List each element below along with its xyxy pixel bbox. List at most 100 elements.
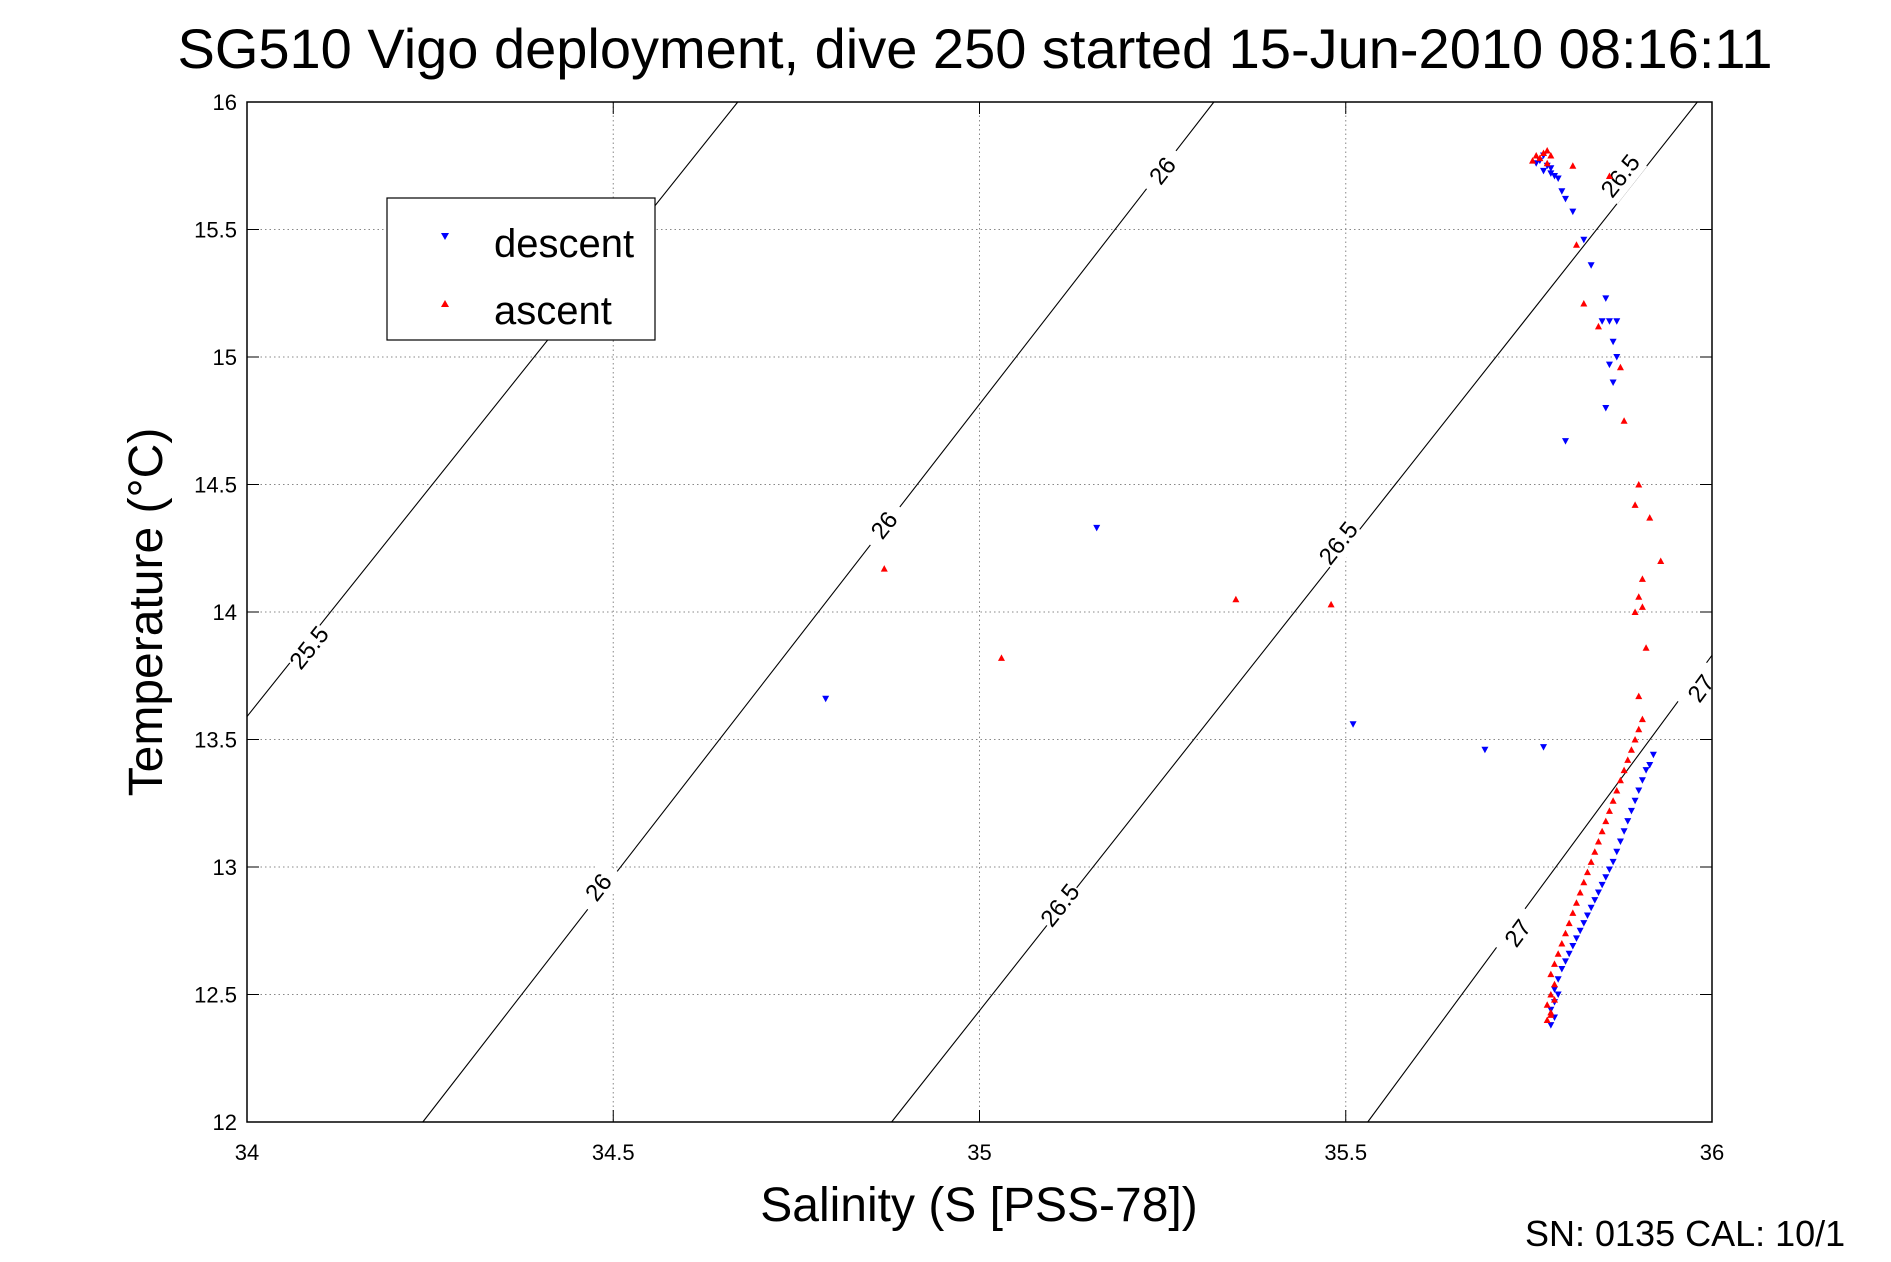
descent-point (1547, 1022, 1555, 1029)
descent-point (1587, 262, 1595, 269)
ascent-point (1580, 299, 1588, 307)
ascent-point (1554, 950, 1562, 957)
descent-point (1627, 807, 1635, 815)
descent-point (1624, 818, 1632, 825)
legend-ascent-marker (441, 300, 449, 307)
data-series (822, 146, 1665, 1029)
ascent-point (1657, 557, 1665, 564)
ascent-point (1631, 608, 1639, 615)
descent-point (1642, 767, 1650, 774)
y-tick-label: 14 (213, 600, 237, 625)
ascent-point (1583, 868, 1591, 876)
ascent-point (1638, 715, 1646, 723)
descent-point (822, 695, 830, 703)
ascent-point (1547, 991, 1555, 998)
ascent-point (1635, 481, 1643, 488)
ascent-point (1613, 787, 1621, 794)
descent-point (1562, 438, 1569, 445)
ascent-point (1642, 644, 1650, 651)
descent-point (1620, 828, 1628, 835)
x-tick-label: 36 (1700, 1140, 1724, 1165)
y-tick-label: 13 (213, 855, 237, 880)
ascent-point (1543, 1001, 1551, 1008)
y-tick-label: 13.5 (194, 728, 237, 753)
x-tick-label: 35.5 (1324, 1140, 1367, 1165)
contour-label-background (1311, 515, 1366, 572)
descent-point (1547, 170, 1555, 177)
y-tick-label: 15.5 (194, 218, 237, 243)
y-tick-label: 14.5 (194, 473, 237, 498)
ascent-point (1569, 909, 1577, 916)
descent-point (1540, 167, 1548, 175)
x-tick-label: 34.5 (592, 1140, 635, 1165)
descent-point (1616, 838, 1624, 845)
density-contour-line (1367, 655, 1713, 1123)
ascent-point (1631, 736, 1639, 743)
legend-descent-marker (441, 233, 449, 240)
axis-ticks: 34 34.5 35 35.5 36 12 12.5 13 13.5 14 14.5 15 15.5 16 (194, 90, 1724, 1165)
footer-serial-calibration: SN: 0135 CAL: 10/1 (1525, 1213, 1845, 1254)
ascent-point (1572, 241, 1580, 248)
descent-point (1605, 318, 1613, 325)
contour-label-background (1033, 877, 1087, 934)
descent-point (1649, 751, 1657, 759)
descent-point (1554, 976, 1562, 983)
contour-label-background (1491, 905, 1545, 962)
ascent-point (1620, 766, 1628, 774)
ascent-point (1616, 776, 1624, 784)
contour-label: 26 (857, 497, 911, 554)
descent-point (1609, 379, 1617, 386)
chart-title: SG510 Vigo deployment, dive 250 started … (177, 17, 1772, 80)
legend-descent-label: descent (494, 222, 634, 266)
ascent-point (1540, 149, 1548, 156)
contour-label: 26 (1136, 142, 1190, 200)
contour-label: 26 (572, 859, 626, 916)
ascent-point (1587, 858, 1595, 865)
descent-point (1093, 524, 1101, 532)
density-contour-line (422, 101, 1215, 1123)
ascent-point (1602, 817, 1610, 825)
descent-point (1554, 991, 1562, 998)
ascent-point (1616, 363, 1624, 371)
legend-box (386, 197, 656, 341)
descent-point (1572, 935, 1580, 942)
ascent-point (1609, 797, 1617, 804)
descent-point (1349, 721, 1357, 728)
descent-point (1609, 338, 1617, 346)
descent-point (1580, 920, 1588, 927)
descent-point (1605, 361, 1613, 369)
ascent-point (1635, 593, 1643, 600)
ascent-point (1551, 960, 1559, 967)
ascent-point (1562, 929, 1569, 937)
descent-point (1569, 208, 1577, 216)
density-contour-line (891, 101, 1698, 1123)
ascent-point (1594, 838, 1602, 845)
descent-point (1481, 746, 1489, 754)
y-tick-label: 12.5 (194, 983, 237, 1008)
descent-point (1613, 848, 1621, 856)
descent-point (1635, 787, 1643, 794)
contour-label: 26.5 (1311, 515, 1366, 572)
ascent-point (1558, 940, 1566, 947)
ascent-point (1232, 595, 1240, 603)
contour-label-background (572, 859, 626, 916)
y-tick-label: 12 (213, 1110, 237, 1135)
ascent-point (1580, 878, 1588, 886)
contour-label-background (1593, 147, 1648, 205)
ascent-point (1543, 159, 1551, 167)
ascent-point (1620, 417, 1628, 424)
ascent-point (1565, 919, 1573, 927)
contour-label-background (282, 619, 336, 676)
descent-point (1558, 188, 1566, 195)
descent-point (1591, 897, 1599, 904)
ascent-point (1638, 575, 1646, 582)
ascent-point (1327, 600, 1335, 608)
descent-point (1598, 881, 1606, 889)
y-tick-label: 16 (213, 90, 237, 115)
descent-point (1613, 354, 1621, 361)
contour-label-background (1674, 660, 1728, 717)
ascent-point (1547, 970, 1555, 978)
ascent-point (1605, 807, 1613, 814)
contour-label: 27 (1674, 660, 1728, 717)
descent-point (1565, 950, 1573, 958)
